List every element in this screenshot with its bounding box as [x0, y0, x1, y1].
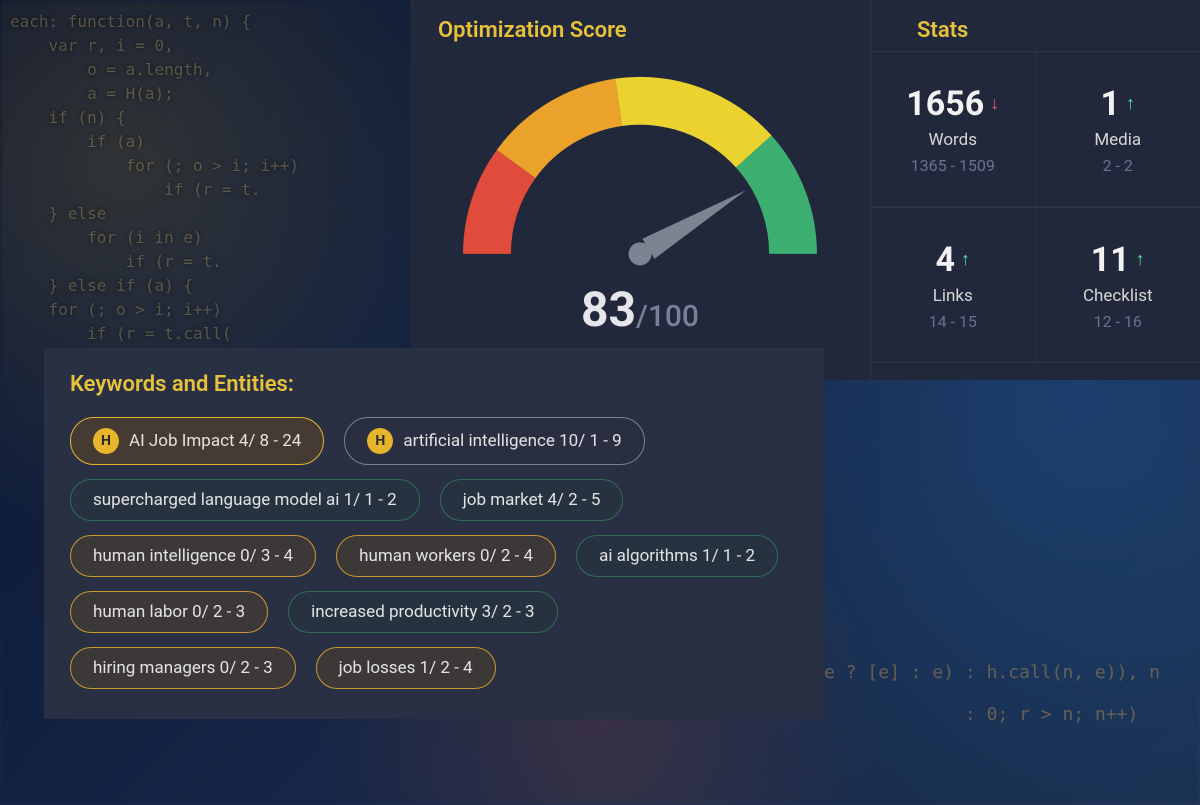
stat-label: Words	[929, 130, 978, 150]
top-panel: Optimization Score 83/100 Stats 1656↓ Wor…	[410, 0, 1200, 380]
stat-range: 2 - 2	[1103, 156, 1133, 175]
heading-badge: H	[93, 428, 119, 454]
stat-label: Checklist	[1083, 286, 1153, 306]
keyword-pill-text: artificial intelligence 10/ 1 - 9	[403, 431, 621, 451]
stat-value: 1656↓	[906, 84, 999, 124]
stat-range: 1365 - 1509	[911, 156, 995, 175]
keyword-pill[interactable]: ai algorithms 1/ 1 - 2	[576, 535, 778, 577]
keyword-pill[interactable]: supercharged language model ai 1/ 1 - 2	[70, 479, 420, 521]
keyword-pill-text: increased productivity 3/ 2 - 3	[311, 602, 534, 622]
score-value: 83	[581, 281, 636, 338]
optimization-title: Optimization Score	[438, 18, 842, 43]
keyword-pill-text: job losses 1/ 2 - 4	[339, 658, 473, 678]
stat-label: Media	[1094, 130, 1141, 150]
optimization-score-panel: Optimization Score 83/100	[410, 0, 870, 380]
trend-down-icon: ↓	[990, 93, 999, 114]
stat-value: 11↑	[1091, 240, 1145, 280]
keyword-pill-text: job market 4/ 2 - 5	[463, 490, 601, 510]
stat-cell-checklist[interactable]: 11↑ Checklist 12 - 16	[1036, 207, 1200, 363]
stat-value: 4↑	[935, 240, 970, 280]
keyword-pill-text: human intelligence 0/ 3 - 4	[93, 546, 293, 566]
stat-cell-media[interactable]: 1↑ Media 2 - 2	[1036, 51, 1200, 207]
keyword-pill[interactable]: human workers 0/ 2 - 4	[336, 535, 556, 577]
keywords-title: Keywords and Entities:	[70, 372, 798, 397]
keyword-pill[interactable]: human intelligence 0/ 3 - 4	[70, 535, 316, 577]
gauge-segment	[497, 79, 622, 178]
score-text: 83/100	[438, 281, 842, 338]
stat-value: 1↑	[1100, 84, 1135, 124]
stat-range: 12 - 16	[1094, 312, 1142, 331]
keyword-pill-text: ai algorithms 1/ 1 - 2	[599, 546, 755, 566]
keyword-pill-text: human workers 0/ 2 - 4	[359, 546, 533, 566]
stats-title: Stats	[871, 18, 1200, 43]
stat-cell-words[interactable]: 1656↓ Words 1365 - 1509	[871, 51, 1036, 207]
trend-up-icon: ↑	[1126, 93, 1135, 114]
keyword-pill-text: human labor 0/ 2 - 3	[93, 602, 245, 622]
keyword-pill[interactable]: hiring managers 0/ 2 - 3	[70, 647, 296, 689]
gauge-chart	[445, 53, 835, 273]
keyword-pills-container: H AI Job Impact 4/ 8 - 24 Hartificial inte…	[70, 417, 798, 689]
heading-badge: H	[367, 428, 393, 454]
stat-label: Links	[933, 286, 973, 306]
trend-up-icon: ↑	[1136, 249, 1145, 270]
keyword-pill-text: hiring managers 0/ 2 - 3	[93, 658, 273, 678]
keyword-pill-text: AI Job Impact 4/ 8 - 24	[129, 431, 301, 451]
keyword-pill[interactable]: Hartificial intelligence 10/ 1 - 9	[344, 417, 644, 465]
score-max: /100	[636, 299, 699, 334]
keyword-pill[interactable]: job market 4/ 2 - 5	[440, 479, 624, 521]
keyword-pill[interactable]: human labor 0/ 2 - 3	[70, 591, 268, 633]
gauge-svg	[445, 53, 835, 273]
trend-up-icon: ↑	[961, 249, 970, 270]
keyword-pill[interactable]: job losses 1/ 2 - 4	[316, 647, 496, 689]
stats-grid: 1656↓ Words 1365 - 1509 1↑ Media 2 - 2 4↑ Links…	[871, 51, 1200, 363]
gauge-hub	[629, 242, 652, 265]
keyword-pill[interactable]: H AI Job Impact 4/ 8 - 24	[70, 417, 324, 465]
stat-range: 14 - 15	[929, 312, 977, 331]
keyword-pill[interactable]: increased productivity 3/ 2 - 3	[288, 591, 557, 633]
gauge-segment	[615, 77, 771, 168]
keyword-pill-text: supercharged language model ai 1/ 1 - 2	[93, 490, 397, 510]
stat-cell-links[interactable]: 4↑ Links 14 - 15	[871, 207, 1036, 363]
gauge-needle	[642, 190, 745, 259]
stats-panel: Stats 1656↓ Words 1365 - 1509 1↑ Media 2 - 2 4…	[870, 0, 1200, 380]
keywords-panel: Keywords and Entities: H AI Job Impact 4/…	[44, 348, 824, 719]
